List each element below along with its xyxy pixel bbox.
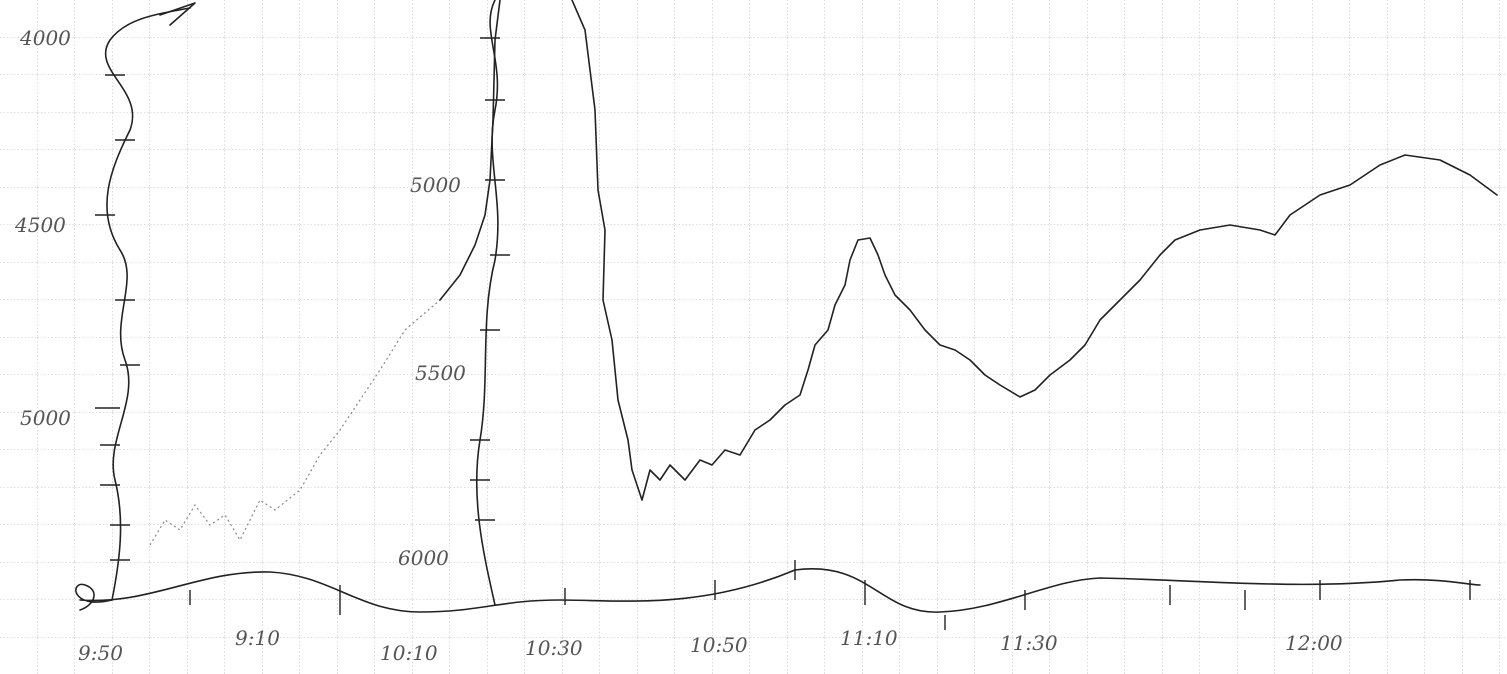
time-ticks [189, 560, 1471, 630]
time-label: 9:50 [78, 641, 123, 665]
time-label: 10:10 [380, 641, 438, 665]
left-axis-label: 5000 [20, 406, 71, 430]
axis-arrow [159, 2, 196, 26]
time-label: 10:30 [525, 636, 583, 660]
right-axis [475, 0, 499, 606]
right-axis-label: 6000 [398, 546, 449, 570]
left-axis-label: 4500 [14, 213, 66, 237]
right-ticks [470, 37, 510, 521]
time-label: 11:30 [1000, 631, 1058, 655]
right-axis-label: 5500 [415, 361, 466, 385]
right-axis-label: 5000 [410, 173, 461, 197]
price-curve [439, 0, 1498, 501]
price-curve-faint [149, 299, 441, 546]
time-label: 12:00 [1285, 631, 1343, 655]
origin-loop [75, 583, 113, 611]
left-ticks [95, 74, 140, 561]
left-axis [104, 7, 191, 601]
time-label: 11:10 [840, 626, 898, 650]
left-axis-label: 4000 [19, 26, 71, 50]
time-label: 9:10 [235, 626, 280, 650]
time-label: 10:50 [690, 633, 748, 657]
